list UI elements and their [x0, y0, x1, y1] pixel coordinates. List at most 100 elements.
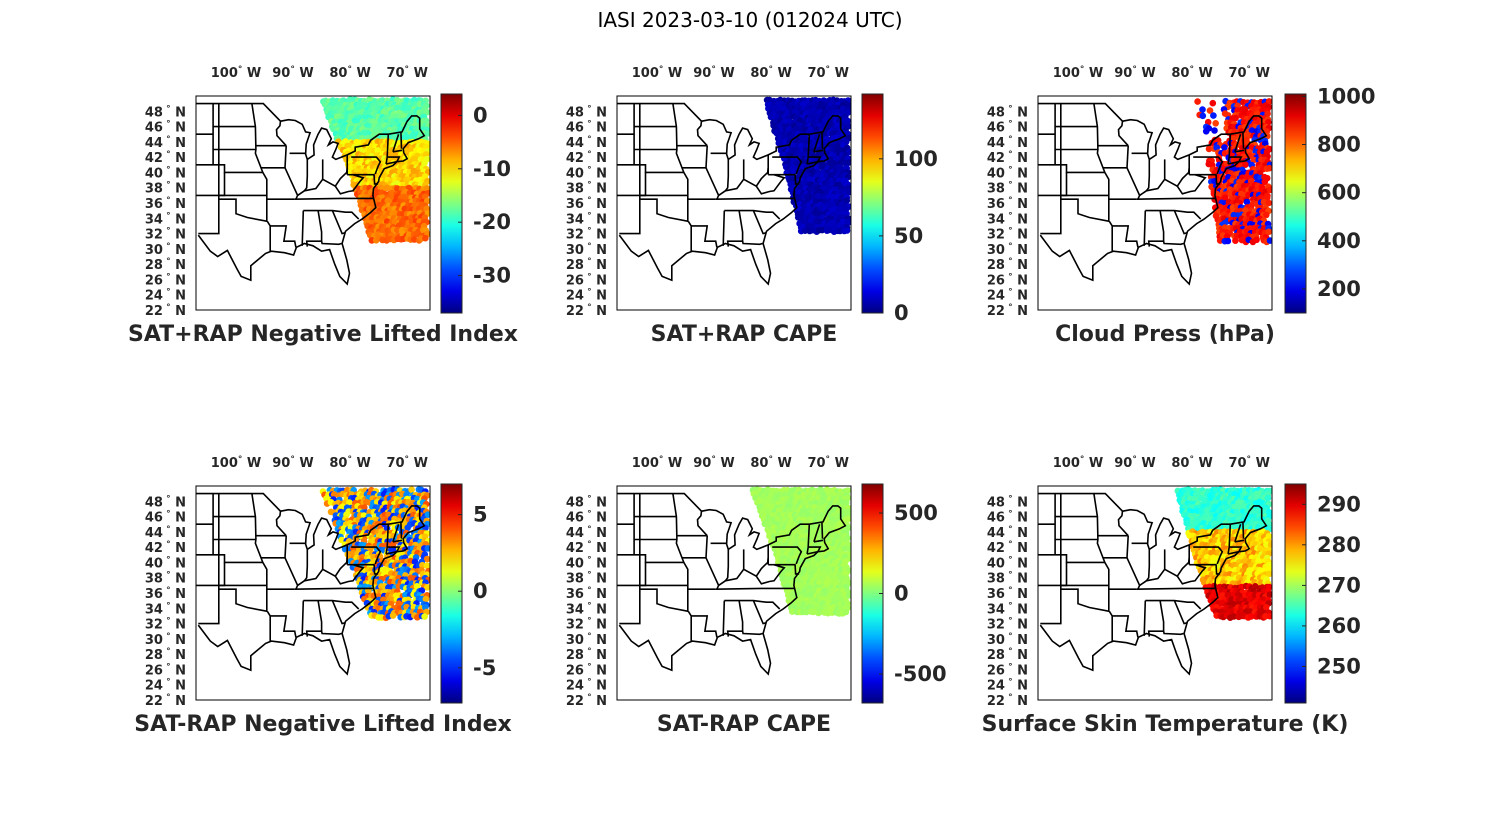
state-border	[1162, 631, 1184, 636]
degree-sign: °	[1080, 65, 1085, 75]
state-border	[218, 198, 268, 223]
lon-value: 70	[386, 66, 404, 81]
degree-sign: °	[584, 227, 592, 237]
state-border	[196, 554, 263, 564]
lat-tick-label: 38 ° N	[145, 181, 186, 197]
lat-hemisphere: N	[1013, 105, 1028, 120]
lat-tick-label: 42 ° N	[987, 150, 1028, 166]
lon-tick-label: 70° W	[807, 455, 848, 471]
lat-tick-label: 44 ° N	[987, 135, 1028, 151]
lon-value: 90	[1114, 66, 1132, 81]
state-border	[1117, 511, 1129, 537]
scatter-point	[841, 545, 849, 552]
lat-hemisphere: N	[592, 541, 607, 556]
lat-tick-label: 42 ° N	[566, 150, 607, 166]
degree-sign: °	[1005, 165, 1013, 175]
lon-hemisphere: W	[773, 456, 792, 471]
lat-value: 34	[145, 212, 163, 227]
scatter-point	[1265, 570, 1272, 578]
degree-sign: °	[584, 196, 592, 206]
lat-tick-label: 46 ° N	[987, 510, 1028, 526]
lat-value: 36	[987, 587, 1005, 602]
scatter-point	[844, 515, 851, 523]
degree-sign: °	[711, 65, 716, 75]
scatter-point	[1206, 107, 1214, 114]
lat-tick-label: 34 ° N	[145, 211, 186, 227]
panel-surface-skin-temperature: 100° W 90° W 80° W 70° W22 ° N24 ° N26 ° N2…	[982, 455, 1361, 737]
lat-tick-label: 40 ° N	[145, 165, 186, 181]
degree-sign: °	[1080, 455, 1085, 465]
lat-hemisphere: N	[1013, 602, 1028, 617]
degree-sign: °	[163, 211, 171, 221]
lat-value: 24	[987, 289, 1005, 304]
colorbar-tick-label: -10	[473, 157, 511, 181]
state-border	[1136, 197, 1216, 200]
lat-hemisphere: N	[171, 556, 186, 571]
lat-tick-label: 30 ° N	[566, 632, 607, 648]
scatter-point	[843, 499, 850, 507]
lat-value: 22	[145, 304, 163, 319]
degree-sign: °	[163, 586, 171, 596]
lon-hemisphere: W	[716, 66, 735, 81]
scatter-point	[389, 540, 397, 548]
state-border	[320, 631, 342, 636]
lat-value: 44	[566, 136, 584, 151]
lat-value: 28	[987, 258, 1005, 273]
lat-tick-label: 22 ° N	[987, 303, 1028, 319]
state-border	[1229, 546, 1243, 553]
colorbar-tick-label: 800	[1317, 133, 1361, 157]
degree-sign: °	[163, 104, 171, 114]
scatter-point	[1200, 579, 1208, 586]
lat-hemisphere: N	[592, 182, 607, 197]
lat-hemisphere: N	[1013, 151, 1028, 166]
lat-hemisphere: N	[171, 526, 186, 541]
lon-tick-label: 90° W	[1114, 65, 1155, 81]
state-border	[351, 546, 382, 565]
lon-hemisphere: W	[1194, 456, 1213, 471]
lat-tick-label: 44 ° N	[145, 135, 186, 151]
colorbar	[1284, 483, 1307, 704]
lat-hemisphere: N	[1013, 587, 1028, 602]
state-border	[301, 600, 305, 636]
lat-tick-label: 48 ° N	[566, 494, 607, 510]
state-border	[722, 210, 726, 246]
degree-sign: °	[1005, 555, 1013, 565]
lon-hemisphere: W	[1251, 66, 1270, 81]
lat-tick-label: 46 ° N	[145, 510, 186, 526]
state-border	[718, 557, 769, 587]
scatter-point	[361, 504, 368, 511]
state-border	[334, 563, 375, 585]
scatter-point	[1250, 156, 1258, 164]
colorbar-tick-label: 100	[894, 147, 938, 171]
map-frame	[1037, 95, 1273, 311]
lon-value: 90	[272, 66, 290, 81]
lat-tick-label: 44 ° N	[987, 525, 1028, 541]
lon-hemisphere: W	[830, 456, 849, 471]
scatter-point	[1262, 604, 1270, 611]
lat-tick-label: 24 ° N	[145, 288, 186, 304]
state-border	[1234, 149, 1245, 153]
lat-hemisphere: N	[171, 572, 186, 587]
lon-tick-label: 70° W	[386, 65, 427, 81]
lat-hemisphere: N	[592, 166, 607, 181]
state-border	[294, 587, 374, 590]
scatter-point	[845, 524, 851, 532]
panel-sat-rap-plus-cape: 100° W 90° W 80° W 70° W22 ° N24 ° N26 ° N2…	[566, 65, 938, 347]
lat-hemisphere: N	[1013, 121, 1028, 136]
lat-value: 36	[145, 587, 163, 602]
lat-tick-label: 34 ° N	[987, 211, 1028, 227]
scatter-point	[1224, 237, 1232, 245]
degree-sign: °	[584, 303, 592, 313]
lat-value: 42	[566, 151, 584, 166]
lat-tick-label: 32 ° N	[145, 227, 186, 243]
scatter-point	[413, 583, 421, 590]
state-border	[755, 563, 796, 585]
state-border	[275, 511, 287, 537]
lat-tick-label: 40 ° N	[987, 555, 1028, 571]
scatter-point	[845, 189, 851, 196]
colorbar-tick-label: 0	[473, 579, 488, 603]
lat-hemisphere: N	[592, 105, 607, 120]
colorbar-tick-label: 280	[1317, 533, 1361, 557]
scatter-point	[424, 511, 430, 518]
